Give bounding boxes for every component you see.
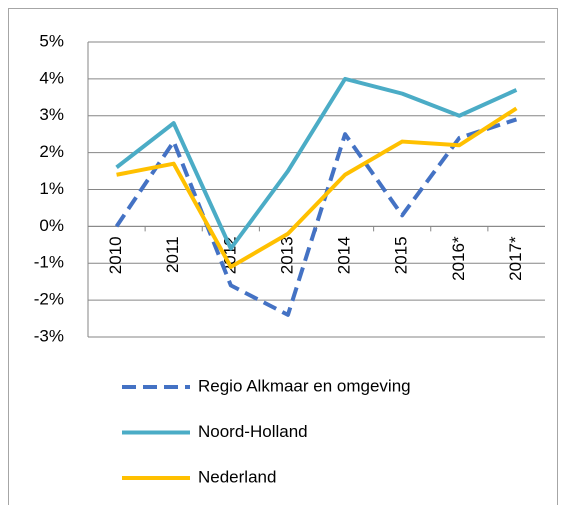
x-tick-label: 2013 (277, 236, 296, 274)
y-tick-label: 0% (39, 216, 64, 235)
x-tick-label: 2016* (449, 236, 468, 281)
y-tick-label: 3% (39, 105, 64, 124)
y-tick-label: 2% (39, 142, 64, 161)
series-line (114, 117, 518, 317)
y-tick-label: 1% (39, 179, 64, 198)
x-tick-label: 2014 (335, 236, 354, 274)
legend-label: Noord-Holland (198, 422, 308, 441)
y-tick-label: -1% (34, 253, 64, 272)
series-line (115, 76, 518, 251)
y-tick-label: -2% (34, 290, 64, 309)
x-tick-label: 2017* (506, 236, 525, 281)
x-tick-label: 2011 (163, 236, 182, 273)
y-tick-label: 4% (39, 68, 64, 87)
legend-label: Regio Alkmaar en omgeving (198, 376, 411, 395)
series-line (116, 106, 518, 269)
legend-label: Nederland (198, 467, 276, 486)
x-tick-label: 2015 (392, 236, 411, 274)
y-tick-label: 5% (39, 31, 64, 50)
chart-frame (8, 8, 558, 505)
y-tick-label: -3% (34, 326, 64, 345)
x-tick-label: 2010 (106, 236, 125, 274)
